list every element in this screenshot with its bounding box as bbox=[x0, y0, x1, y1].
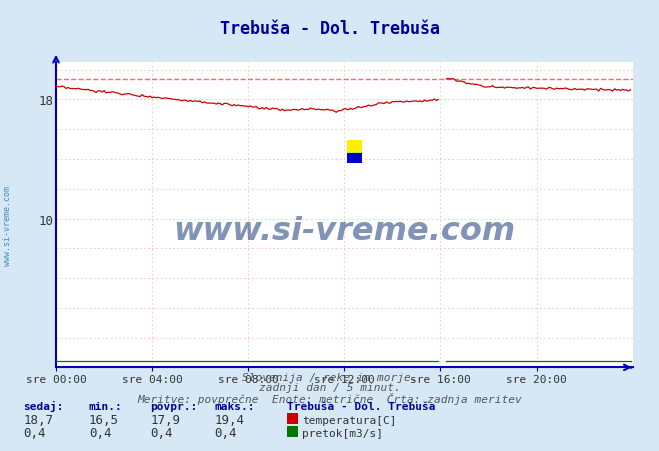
Text: 0,4: 0,4 bbox=[23, 426, 45, 439]
Text: Meritve: povprečne  Enote: metrične  Črta: zadnja meritev: Meritve: povprečne Enote: metrične Črta:… bbox=[137, 392, 522, 404]
Text: Slovenija / reke in morje.: Slovenija / reke in morje. bbox=[242, 372, 417, 382]
Text: zadnji dan / 5 minut.: zadnji dan / 5 minut. bbox=[258, 382, 401, 392]
Polygon shape bbox=[347, 153, 362, 164]
Text: 0,4: 0,4 bbox=[89, 426, 111, 439]
Text: sedaj:: sedaj: bbox=[23, 400, 63, 411]
Text: 0,4: 0,4 bbox=[150, 426, 173, 439]
Text: min.:: min.: bbox=[89, 401, 123, 411]
Text: 0,4: 0,4 bbox=[214, 426, 237, 439]
Text: www.si-vreme.com: www.si-vreme.com bbox=[3, 186, 13, 265]
Text: 17,9: 17,9 bbox=[150, 413, 181, 426]
Polygon shape bbox=[347, 141, 362, 153]
Text: www.si-vreme.com: www.si-vreme.com bbox=[173, 215, 515, 246]
FancyBboxPatch shape bbox=[347, 153, 362, 164]
Text: povpr.:: povpr.: bbox=[150, 401, 198, 411]
Text: 18,7: 18,7 bbox=[23, 413, 53, 426]
Text: Trebuša - Dol. Trebuša: Trebuša - Dol. Trebuša bbox=[287, 401, 435, 411]
Text: 16,5: 16,5 bbox=[89, 413, 119, 426]
Text: 19,4: 19,4 bbox=[214, 413, 244, 426]
Text: temperatura[C]: temperatura[C] bbox=[302, 415, 396, 425]
Text: maks.:: maks.: bbox=[214, 401, 254, 411]
Text: pretok[m3/s]: pretok[m3/s] bbox=[302, 428, 383, 437]
Text: Trebuša - Dol. Trebuša: Trebuša - Dol. Trebuša bbox=[219, 20, 440, 38]
